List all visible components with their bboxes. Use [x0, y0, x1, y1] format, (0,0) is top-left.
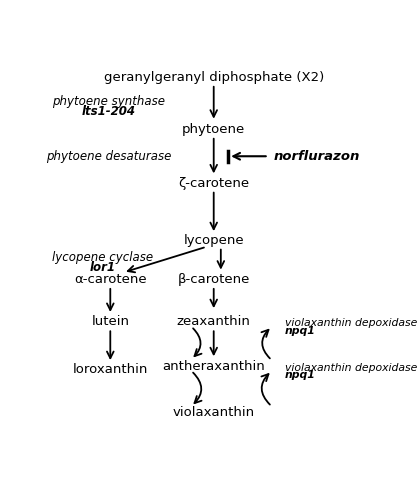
- Text: npq1: npq1: [285, 370, 316, 380]
- Text: phytoene desaturase: phytoene desaturase: [46, 150, 171, 163]
- Text: lor1: lor1: [89, 261, 115, 274]
- Text: α-carotene: α-carotene: [74, 273, 147, 286]
- Text: zeaxanthin: zeaxanthin: [177, 316, 251, 328]
- Text: violaxanthin depoxidase: violaxanthin depoxidase: [285, 362, 417, 372]
- Text: β-carotene: β-carotene: [178, 273, 250, 286]
- Text: phytoene synthase: phytoene synthase: [52, 94, 165, 108]
- Text: lycopene: lycopene: [183, 234, 244, 248]
- Text: antheraxanthin: antheraxanthin: [162, 360, 265, 372]
- Text: norflurazon: norflurazon: [274, 150, 360, 163]
- Text: violaxanthin: violaxanthin: [173, 406, 255, 419]
- Text: lutein: lutein: [91, 316, 129, 328]
- Text: lycopene cyclase: lycopene cyclase: [52, 250, 153, 264]
- Text: loroxanthin: loroxanthin: [73, 364, 148, 376]
- Text: ζ-carotene: ζ-carotene: [178, 176, 249, 190]
- Text: geranylgeranyl diphosphate (X2): geranylgeranyl diphosphate (X2): [103, 71, 324, 84]
- Text: phytoene: phytoene: [182, 123, 245, 136]
- Text: violaxanthin depoxidase: violaxanthin depoxidase: [285, 318, 417, 328]
- Text: npq1: npq1: [285, 326, 316, 336]
- Text: lts1-204: lts1-204: [82, 105, 136, 118]
